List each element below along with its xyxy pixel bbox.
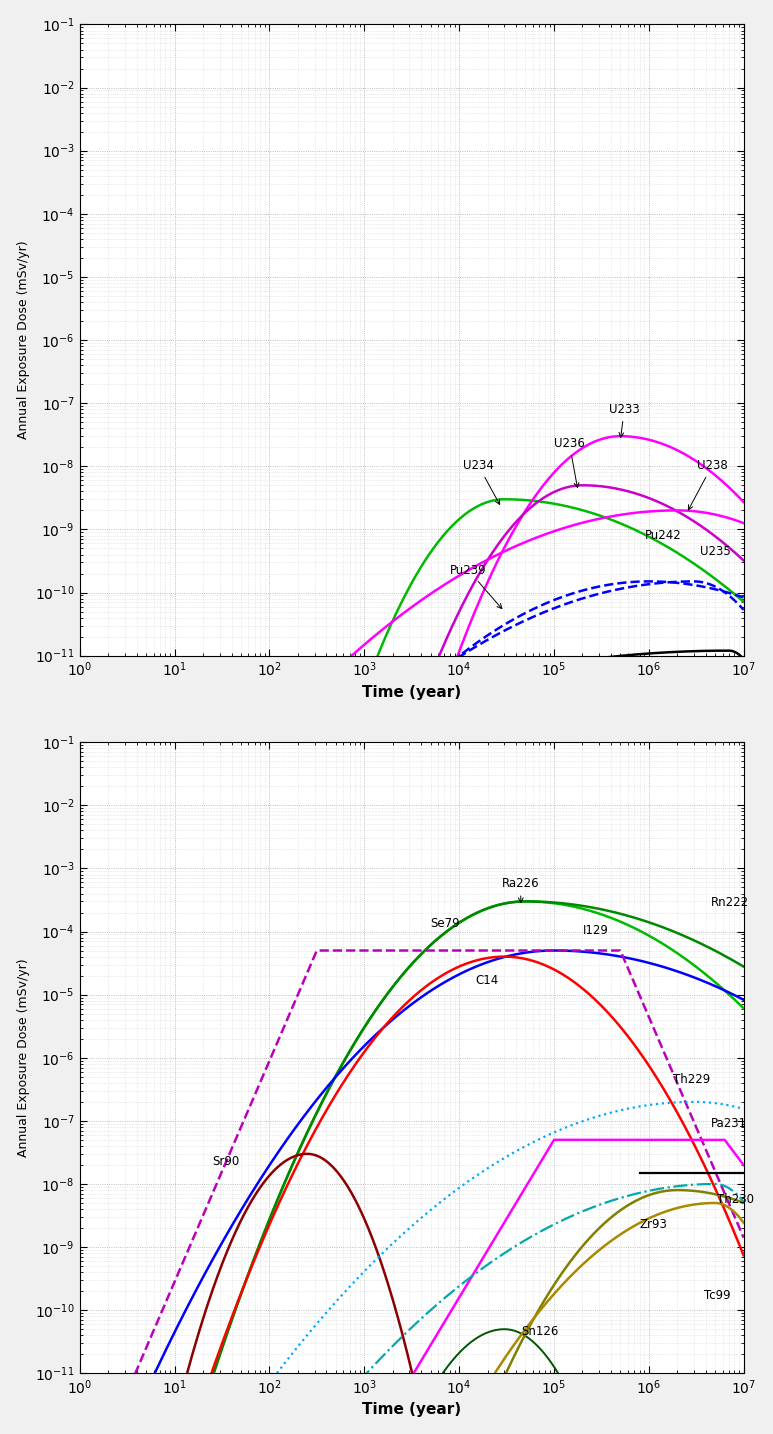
X-axis label: Time (year): Time (year) [362,1402,461,1417]
Y-axis label: Annual Exposure Dose (mSv/yr): Annual Exposure Dose (mSv/yr) [17,241,29,439]
Text: Th230: Th230 [717,1193,754,1206]
Y-axis label: Annual Exposure Dose (mSv/yr): Annual Exposure Dose (mSv/yr) [17,958,29,1157]
Text: I129: I129 [583,925,608,938]
Text: U234: U234 [463,459,499,505]
Text: U233: U233 [609,403,640,437]
Text: Zr93: Zr93 [639,1217,667,1230]
Text: Sr90: Sr90 [213,1154,240,1167]
Text: Sn126: Sn126 [521,1325,558,1338]
X-axis label: Time (year): Time (year) [362,684,461,700]
Text: Th229: Th229 [673,1073,710,1086]
Text: Pu239: Pu239 [450,564,502,608]
Text: Pu242: Pu242 [645,529,681,542]
Text: U236: U236 [554,437,585,488]
Text: U235: U235 [700,545,731,558]
Text: Rn222: Rn222 [710,896,749,909]
Text: C14: C14 [476,974,499,987]
Text: Pa231: Pa231 [710,1117,747,1130]
Text: Ra226: Ra226 [502,878,539,902]
Text: U238: U238 [689,459,727,511]
Text: Se79: Se79 [431,916,460,929]
Text: Tc99: Tc99 [703,1289,730,1302]
